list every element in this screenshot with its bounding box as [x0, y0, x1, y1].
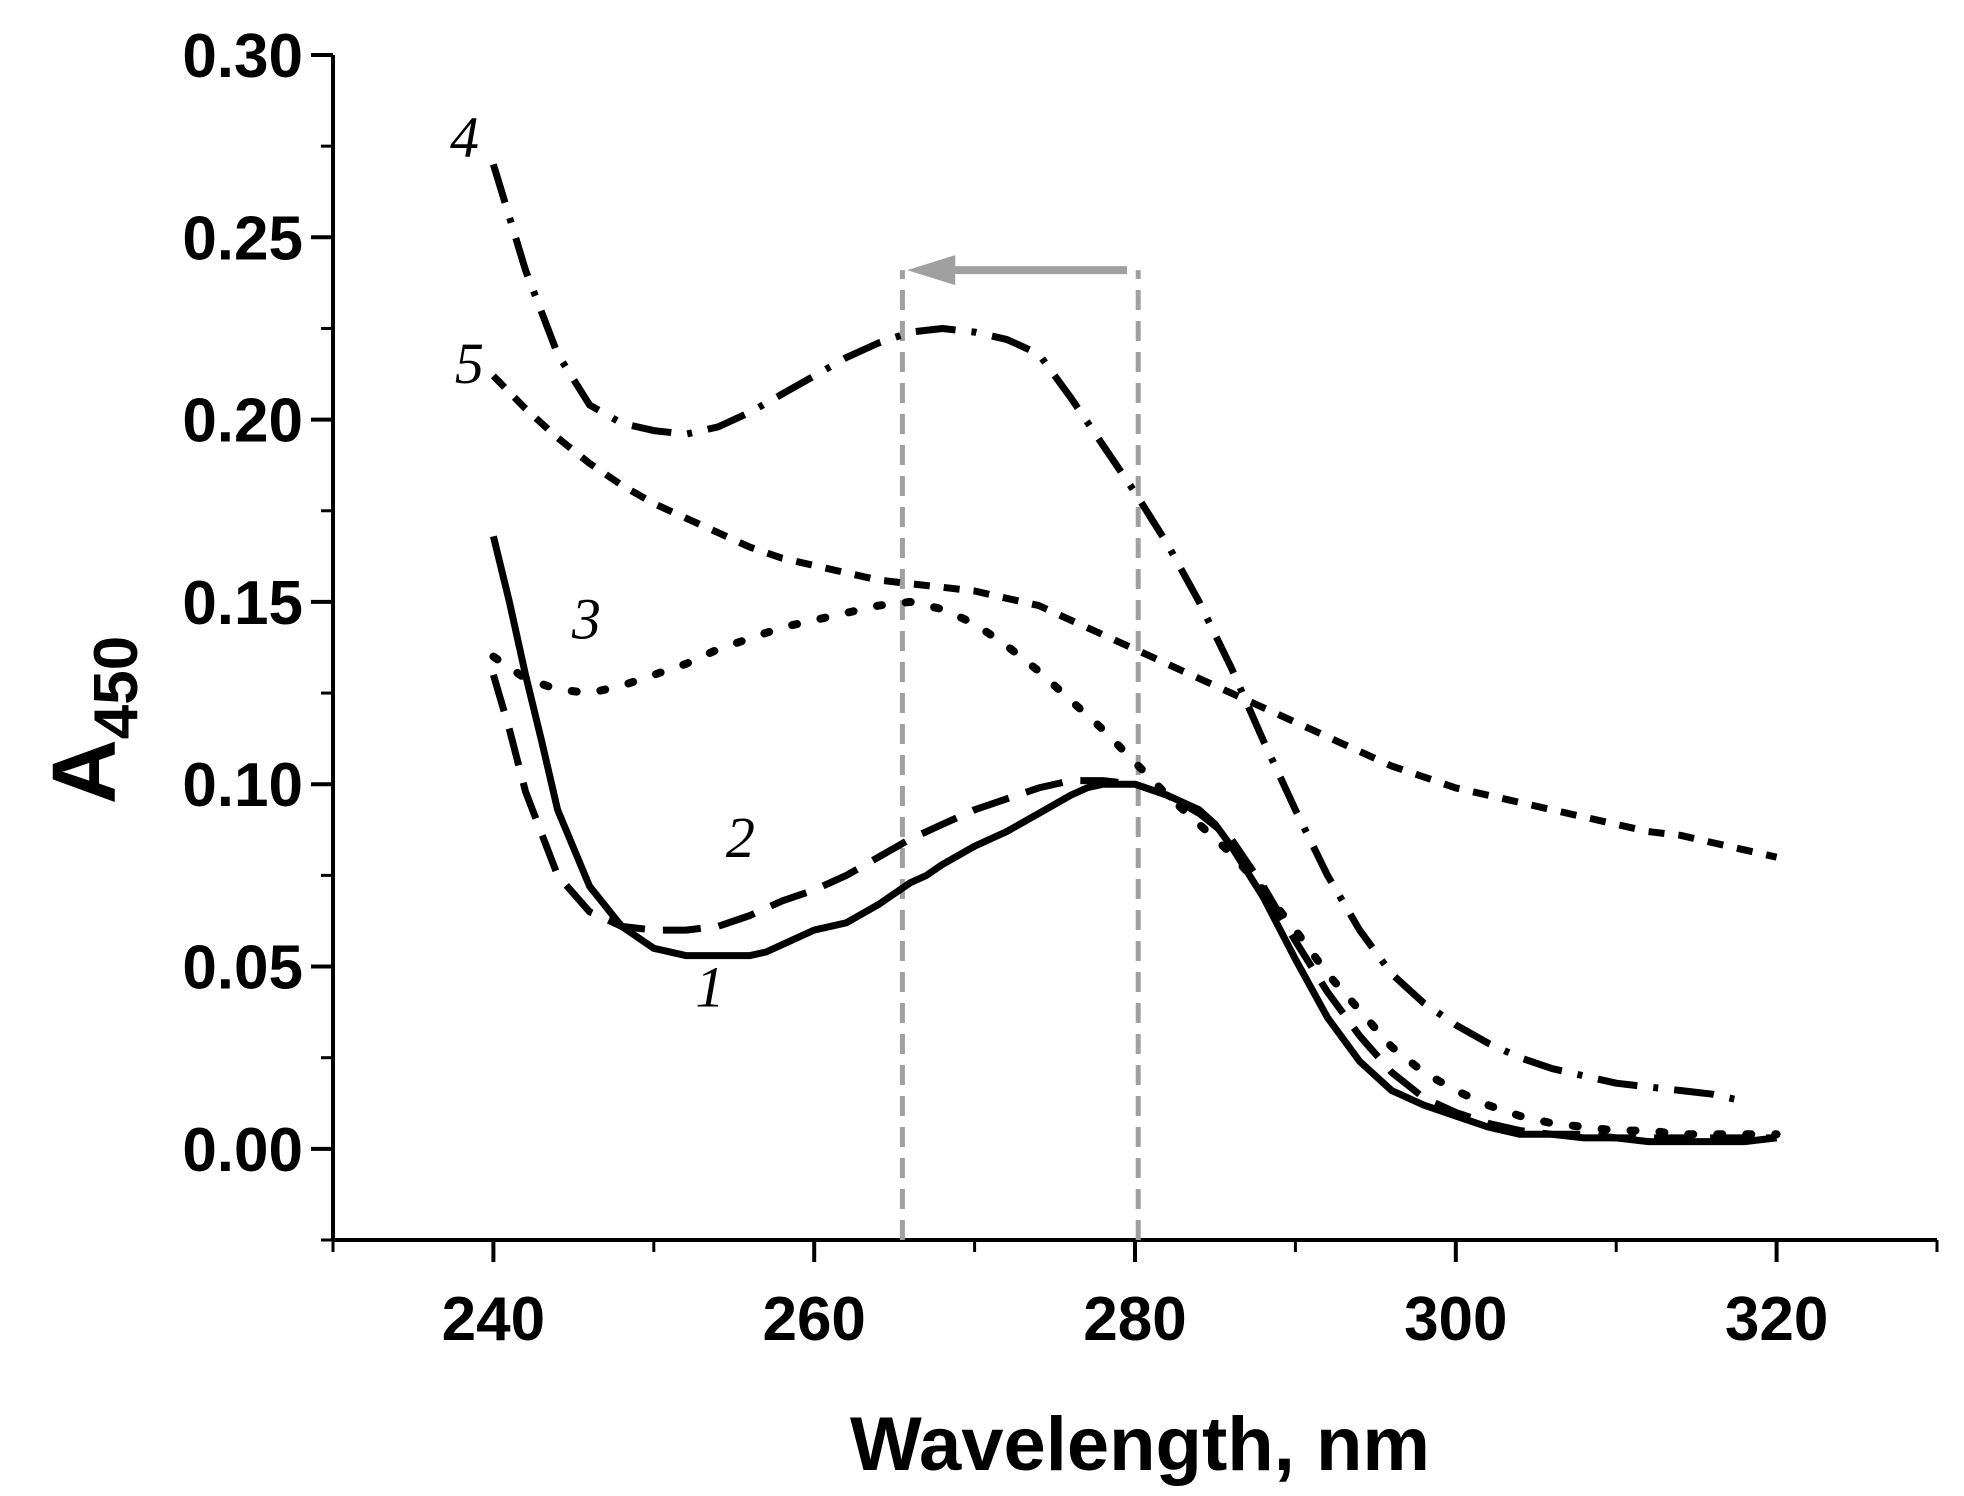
shift-arrow-head: [907, 255, 956, 286]
y-axis-title: A450: [35, 636, 151, 804]
x-tick-label: 320: [1725, 1285, 1828, 1354]
axes: 240 260 280 300 320 0.00 0.05 0.10 0.15 0.20 0.25 0…: [182, 22, 1939, 1354]
series-label-3: 3: [571, 586, 601, 651]
x-tick-label: 280: [1083, 1285, 1186, 1354]
plot-area: [489, 163, 1781, 1146]
shift-annotation: [899, 255, 1141, 1240]
x-axis-title: Wavelength, nm: [850, 1402, 1430, 1487]
y-tick-label: 0.15: [182, 569, 303, 638]
svg-text:A450: A450: [35, 636, 151, 804]
y-tick-label: 0.10: [182, 751, 303, 820]
series-2-line: [490, 673, 1777, 1142]
series-3-line: [489, 597, 1781, 1139]
y-tick-label: 0.25: [182, 204, 303, 273]
y-axis-title-main: A: [35, 739, 135, 804]
series-label-2: 2: [726, 805, 755, 870]
series-label-1: 1: [695, 955, 724, 1020]
y-axis-title-sub: 450: [82, 636, 151, 739]
x-tick-label: 300: [1404, 1285, 1507, 1354]
series-1-line: [489, 535, 1778, 1146]
series-5-line: [490, 373, 1778, 861]
y-tick-label: 0.00: [182, 1116, 303, 1185]
x-tick-label: 240: [442, 1285, 545, 1354]
y-tick-label: 0.05: [182, 934, 303, 1003]
x-tick-label: 260: [762, 1285, 865, 1354]
series-4-line: [490, 163, 1746, 1105]
y-tick-label: 0.20: [182, 387, 303, 456]
series-label-5: 5: [455, 331, 484, 396]
series-labels: 1 2 3 4 5: [450, 105, 755, 1020]
series-label-4: 4: [450, 105, 479, 170]
y-tick-label: 0.30: [182, 22, 303, 91]
